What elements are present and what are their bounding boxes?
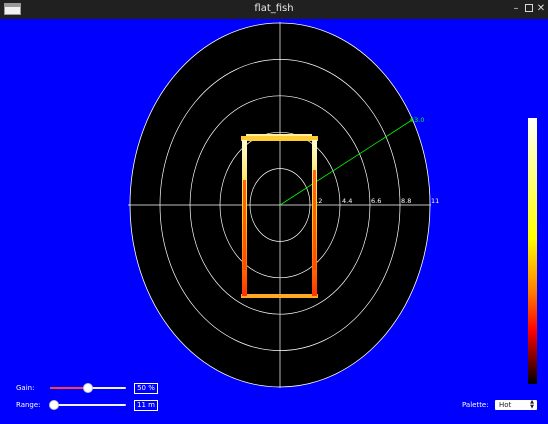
gain-slider-fill [50, 387, 88, 389]
echo-left-inner [243, 180, 246, 270]
range-value-field[interactable]: 11 m [134, 400, 158, 411]
palette-select[interactable]: Hot ▲ ▼ [495, 400, 537, 410]
palette-label: Palette: [462, 401, 489, 409]
gain-value-field[interactable]: 50 % [134, 383, 158, 394]
window-title: flat_fish [254, 3, 294, 14]
beam-angle-label: 63.0 [410, 116, 424, 124]
range-label: 6.6 [371, 197, 381, 205]
echo-bottom-edge [241, 294, 318, 298]
range-label: 2.2 [312, 197, 322, 205]
color-scale-bar [528, 118, 537, 384]
app-window-icon [4, 3, 21, 15]
maximize-button[interactable] [523, 2, 535, 16]
sonar-echo [241, 134, 318, 298]
echo-right-inner [313, 170, 316, 270]
up-down-arrows-icon: ▲ ▼ [530, 399, 534, 410]
range-label: 4.4 [342, 197, 352, 205]
echo-top-edge [241, 136, 318, 141]
gain-label: Gain: [16, 384, 35, 392]
gain-slider-handle[interactable] [84, 384, 92, 392]
range-label: 11 [431, 197, 439, 205]
palette-value: Hot [499, 401, 512, 409]
gain-slider[interactable] [50, 383, 126, 393]
range-slider[interactable] [49, 400, 126, 410]
maximize-icon [525, 4, 533, 12]
range-label: Range: [16, 401, 41, 409]
range-slider-handle[interactable] [49, 401, 58, 409]
close-button[interactable]: ✕ [536, 3, 546, 14]
minimize-button[interactable]: – [513, 3, 519, 14]
range-slider-track [50, 404, 126, 406]
range-label: 8.8 [401, 197, 411, 205]
range-labels: 2.2 4.4 6.6 8.8 11 [312, 197, 439, 205]
echo-top-highlight [246, 134, 312, 136]
beam-line [279, 119, 413, 206]
title-bar[interactable]: flat_fish – ✕ [0, 0, 548, 19]
